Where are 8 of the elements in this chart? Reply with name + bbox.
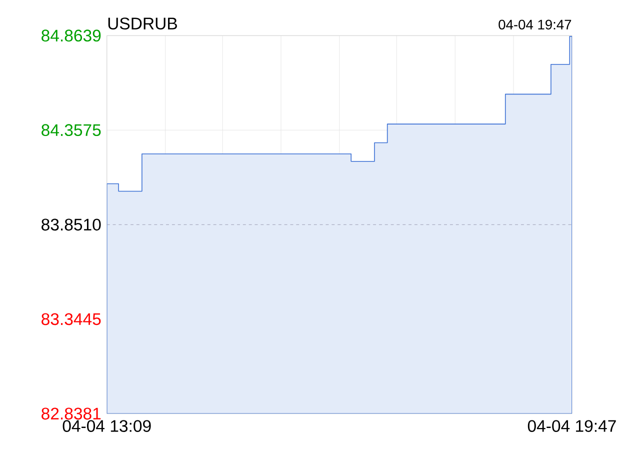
y-tick-label: 83.3445 bbox=[42, 313, 101, 325]
y-tick-label: 84.8639 bbox=[42, 30, 101, 42]
y-tick-label: 83.8510 bbox=[42, 218, 101, 230]
text: 04-04 19:47 bbox=[498, 20, 572, 30]
y-tick-label: 82.8381 bbox=[42, 408, 101, 420]
chart-title: USDRUB bbox=[108, 18, 177, 30]
y-tick-label: 84.3575 bbox=[42, 124, 101, 136]
x-tick-label: 04-04 13:09 bbox=[62, 420, 151, 432]
